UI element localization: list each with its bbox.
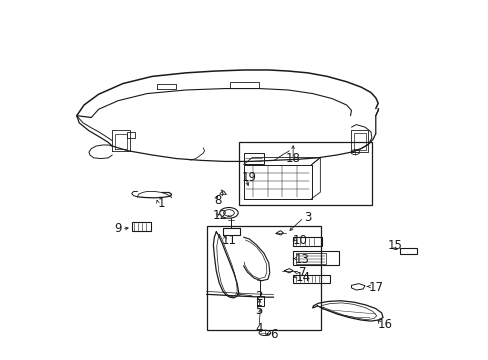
Bar — [292, 251, 339, 265]
Text: 10: 10 — [292, 234, 307, 247]
Bar — [257, 296, 264, 306]
Bar — [292, 237, 322, 246]
Text: 19: 19 — [242, 171, 256, 184]
Text: 3: 3 — [304, 211, 311, 224]
Bar — [399, 248, 416, 254]
Text: 8: 8 — [214, 194, 221, 207]
Text: 5: 5 — [255, 304, 262, 317]
Text: 12: 12 — [212, 209, 227, 222]
Text: 9: 9 — [114, 222, 122, 235]
Bar — [243, 153, 264, 164]
Text: 13: 13 — [294, 253, 309, 266]
Text: 15: 15 — [387, 239, 402, 252]
Text: 7: 7 — [299, 266, 306, 279]
Text: 4: 4 — [255, 322, 262, 335]
Bar — [238, 143, 372, 205]
Bar — [206, 226, 320, 330]
Bar — [131, 222, 151, 231]
Text: 14: 14 — [295, 271, 310, 284]
Bar — [292, 275, 329, 283]
Text: 6: 6 — [269, 328, 277, 341]
Text: 17: 17 — [367, 281, 383, 294]
Bar — [295, 253, 325, 264]
Text: 16: 16 — [377, 318, 392, 331]
Text: 1: 1 — [158, 197, 165, 210]
Text: 18: 18 — [285, 152, 300, 165]
Text: 11: 11 — [221, 234, 236, 247]
Text: 2: 2 — [255, 289, 262, 303]
